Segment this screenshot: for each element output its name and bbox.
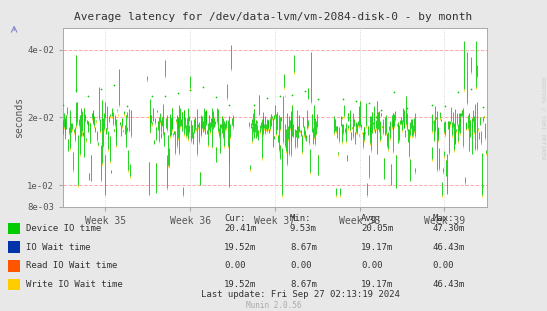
- Text: 0.00: 0.00: [432, 262, 453, 270]
- Point: [249, 102, 258, 107]
- Point: [313, 97, 322, 102]
- Point: [428, 103, 437, 108]
- Text: 0.00: 0.00: [361, 262, 382, 270]
- Point: [59, 103, 67, 108]
- Point: [301, 89, 310, 94]
- Point: [212, 95, 220, 100]
- Text: Min:: Min:: [290, 214, 311, 223]
- Point: [288, 92, 296, 97]
- Point: [453, 90, 462, 95]
- Point: [199, 84, 207, 89]
- Text: Cur:: Cur:: [224, 214, 246, 223]
- Text: 19.17m: 19.17m: [361, 243, 393, 252]
- Text: Max:: Max:: [432, 214, 453, 223]
- Text: 0.00: 0.00: [224, 262, 246, 270]
- Point: [466, 87, 475, 92]
- Text: Avg:: Avg:: [361, 214, 382, 223]
- Point: [403, 106, 411, 111]
- Point: [186, 87, 195, 92]
- Point: [97, 86, 106, 91]
- Text: IO Wait time: IO Wait time: [26, 243, 90, 252]
- Point: [275, 94, 284, 99]
- Point: [352, 99, 360, 104]
- Text: 19.17m: 19.17m: [361, 280, 393, 289]
- Text: 0.00: 0.00: [290, 262, 311, 270]
- Point: [224, 102, 233, 107]
- Text: Average latency for /dev/data-lvm/vm-2084-disk-0 - by month: Average latency for /dev/data-lvm/vm-208…: [74, 12, 473, 22]
- Point: [479, 105, 488, 110]
- Text: Read IO Wait time: Read IO Wait time: [26, 262, 117, 270]
- Point: [339, 97, 348, 102]
- Text: 47.30m: 47.30m: [432, 224, 464, 233]
- Point: [364, 100, 373, 105]
- Text: 46.43m: 46.43m: [432, 243, 464, 252]
- Y-axis label: seconds: seconds: [14, 97, 24, 138]
- Point: [122, 103, 131, 108]
- Point: [109, 82, 118, 87]
- Text: RRDTOOL / TOBI OETIKER: RRDTOOL / TOBI OETIKER: [540, 77, 546, 160]
- Text: 19.52m: 19.52m: [224, 280, 257, 289]
- Text: 46.43m: 46.43m: [432, 280, 464, 289]
- Text: Munin 2.0.56: Munin 2.0.56: [246, 301, 301, 310]
- Point: [160, 93, 169, 98]
- Point: [71, 87, 80, 92]
- Point: [390, 89, 399, 94]
- Point: [148, 94, 156, 99]
- Point: [84, 94, 93, 99]
- Point: [441, 103, 450, 108]
- Text: Device IO time: Device IO time: [26, 224, 101, 233]
- Point: [173, 90, 182, 95]
- Text: 20.05m: 20.05m: [361, 224, 393, 233]
- Text: 19.52m: 19.52m: [224, 243, 257, 252]
- Text: 8.67m: 8.67m: [290, 280, 317, 289]
- Point: [377, 107, 386, 112]
- Text: 9.53m: 9.53m: [290, 224, 317, 233]
- Point: [263, 95, 271, 100]
- Text: 20.41m: 20.41m: [224, 224, 257, 233]
- Text: 8.67m: 8.67m: [290, 243, 317, 252]
- Text: Write IO Wait time: Write IO Wait time: [26, 280, 123, 289]
- Text: Last update: Fri Sep 27 02:13:19 2024: Last update: Fri Sep 27 02:13:19 2024: [201, 290, 400, 299]
